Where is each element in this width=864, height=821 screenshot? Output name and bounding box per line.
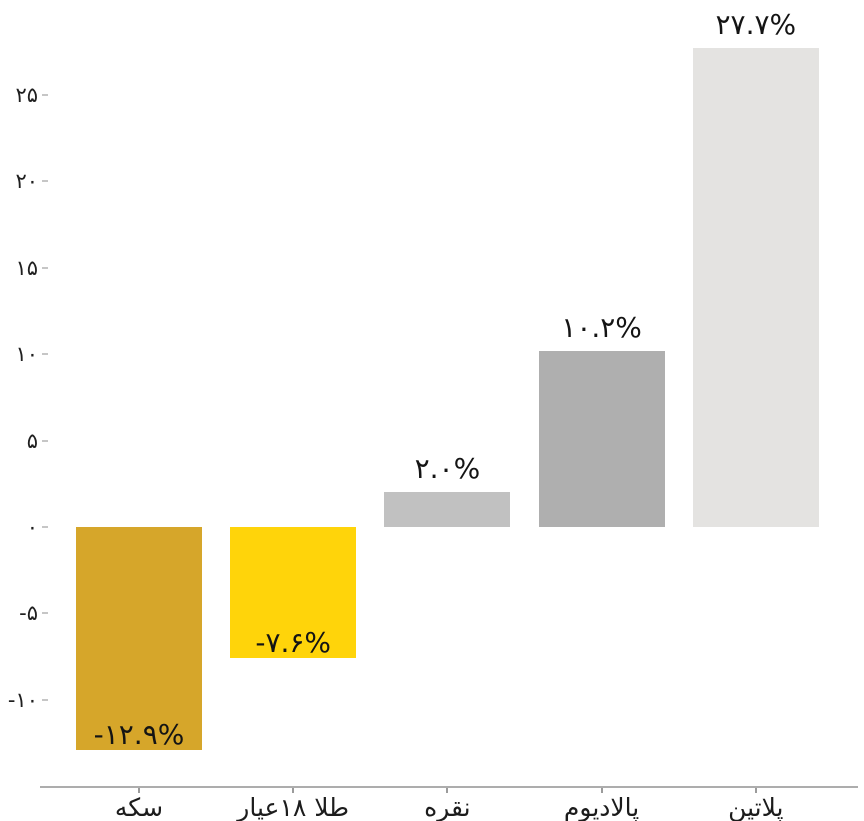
x-category-label: سکه [114, 793, 164, 821]
bar-value-label: -۱۲.۹% [93, 717, 185, 751]
x-category-label: نقره [424, 793, 471, 821]
bar-1 [230, 527, 357, 659]
y-axis-tick-mark [42, 266, 48, 269]
bar-4 [692, 48, 819, 527]
y-axis-tick-label: ۵ [26, 428, 38, 453]
y-axis-tick-label: -۵ [19, 601, 38, 626]
y-axis-tick-mark [42, 180, 48, 183]
y-axis-tick-label: ۱۵ [15, 255, 38, 280]
y-axis-tick-mark [42, 94, 48, 96]
x-axis-tick-mark [138, 787, 140, 793]
bar-3 [538, 350, 665, 527]
bar-value-label: ۲.۰% [414, 452, 481, 486]
x-category-label: پلاتین [728, 793, 784, 821]
bar-value-label: ۲۷.۷% [715, 8, 797, 42]
x-axis-tick-mark [446, 787, 449, 793]
y-axis-tick-label: -۱۰ [7, 687, 38, 712]
y-axis-tick-mark [42, 612, 48, 615]
y-axis-tick-mark [42, 439, 48, 442]
y-axis-tick-mark [42, 698, 48, 701]
bar-value-label: -۷.۶% [255, 626, 332, 660]
x-axis-tick-mark [600, 787, 603, 793]
x-axis-tick-mark [754, 787, 757, 793]
x-axis-line [40, 786, 858, 788]
bar-0 [76, 527, 202, 750]
y-axis-tick-label: ۲۰ [15, 169, 38, 194]
x-axis-tick-mark [292, 787, 295, 793]
y-axis-tick-label: ۲۵ [15, 83, 38, 107]
y-axis-tick-label: ۱۰ [15, 342, 38, 367]
y-axis-tick-mark [42, 526, 48, 528]
y-axis-tick-mark [42, 353, 48, 356]
bar-2 [384, 492, 511, 527]
bar-value-label: ۱۰.۲% [561, 310, 642, 344]
x-category-label: پالادیوم [563, 793, 640, 821]
y-axis-tick-label: ۰ [26, 515, 38, 539]
x-category-label: طلا ۱۸عیار [237, 793, 350, 821]
